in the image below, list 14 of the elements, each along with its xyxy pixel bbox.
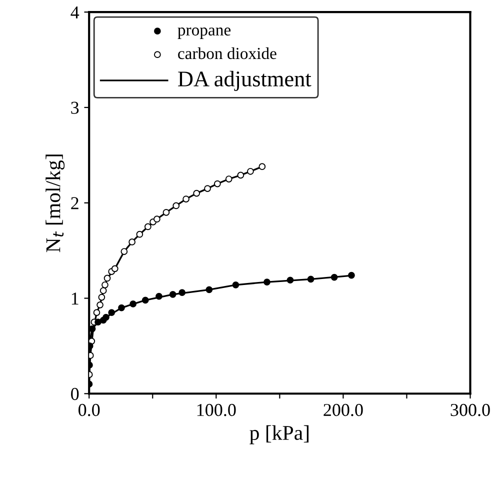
y-tick-label: 0: [71, 388, 79, 400]
y-tick-label: 1: [72, 292, 78, 305]
y-tick-label: 3: [71, 102, 79, 114]
x-tick-label: 0.0: [78, 404, 100, 416]
y-tick-label: 4: [70, 6, 80, 18]
legend-label: DA adjustment: [178, 70, 312, 91]
legend-label: carbon dioxide: [178, 47, 276, 60]
x-tick-label: 200.0: [324, 404, 363, 416]
x-axis-title: p [kPa]: [250, 425, 309, 444]
x-tick-label: 300.0: [450, 404, 490, 416]
legend-label: propane: [178, 28, 231, 39]
y-tick-label: 2: [71, 197, 78, 210]
x-tick-label: 100.0: [197, 404, 236, 416]
y-axis-title: N$_{t}$ [mol/kg]: [46, 154, 65, 252]
